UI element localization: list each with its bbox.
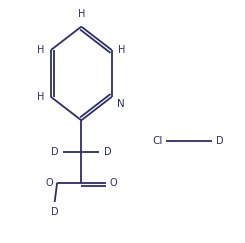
Text: D: D	[104, 147, 111, 156]
Text: O: O	[109, 178, 117, 188]
Text: O: O	[46, 178, 53, 188]
Text: H: H	[37, 45, 45, 55]
Text: H: H	[78, 9, 85, 19]
Text: D: D	[216, 136, 223, 146]
Text: H: H	[118, 45, 125, 55]
Text: H: H	[37, 92, 45, 102]
Text: Cl: Cl	[152, 136, 162, 146]
Text: D: D	[51, 147, 59, 156]
Text: N: N	[117, 99, 124, 109]
Text: D: D	[51, 207, 59, 217]
